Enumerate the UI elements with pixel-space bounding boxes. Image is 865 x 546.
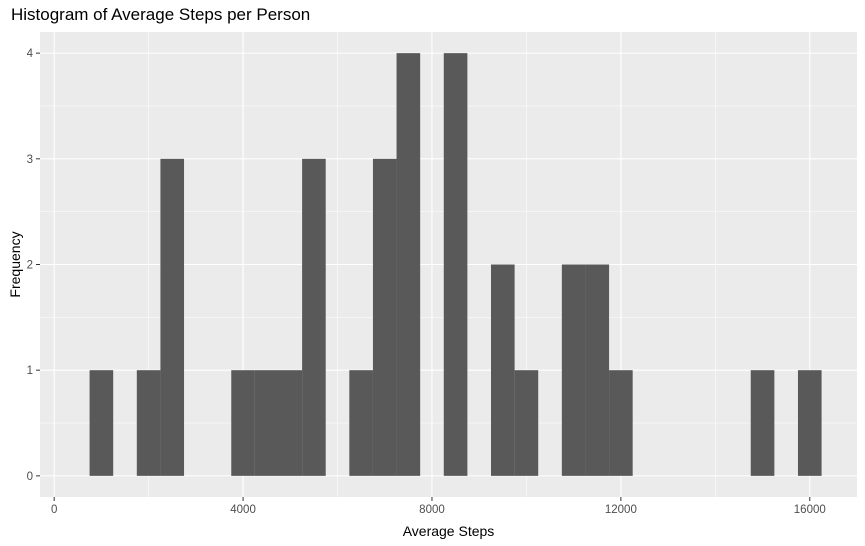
histogram-bar [561, 264, 586, 476]
histogram-bar [231, 370, 255, 476]
x-tick-label: 16000 [794, 504, 826, 516]
histogram-bar [491, 264, 515, 476]
x-tick-label: 4000 [230, 504, 256, 516]
y-tick-label: 3 [27, 154, 33, 166]
histogram-bar [278, 370, 303, 476]
x-axis-title: Average Steps [403, 523, 495, 539]
y-tick-label: 4 [27, 48, 34, 60]
histogram-bar [609, 370, 633, 476]
y-tick-label: 1 [27, 365, 33, 377]
x-tick-label: 0 [51, 504, 57, 516]
histogram-bar [160, 158, 185, 476]
histogram-bar [514, 370, 539, 476]
histogram-bar [349, 370, 373, 476]
chart-title: Histogram of Average Steps per Person [11, 5, 311, 24]
histogram-bar [443, 53, 468, 476]
x-tick-label: 8000 [419, 504, 445, 516]
histogram-bar [302, 158, 326, 476]
y-axis: 0 1 2 3 4 [27, 48, 40, 483]
y-tick-label: 2 [27, 260, 33, 272]
histogram-bar [89, 370, 114, 476]
histogram-bar [396, 53, 421, 476]
histogram-bars [89, 53, 822, 476]
histogram-bar [797, 370, 822, 476]
histogram-bar [750, 370, 775, 476]
y-axis-title: Frequency [7, 231, 23, 297]
x-axis: 0 4000 8000 12000 16000 [51, 497, 826, 516]
y-tick-label: 0 [27, 471, 33, 483]
x-tick-label: 12000 [605, 504, 637, 516]
histogram-bar [254, 370, 279, 476]
histogram-bar [372, 158, 397, 476]
histogram-bar [585, 264, 610, 476]
histogram-bar [136, 370, 161, 476]
